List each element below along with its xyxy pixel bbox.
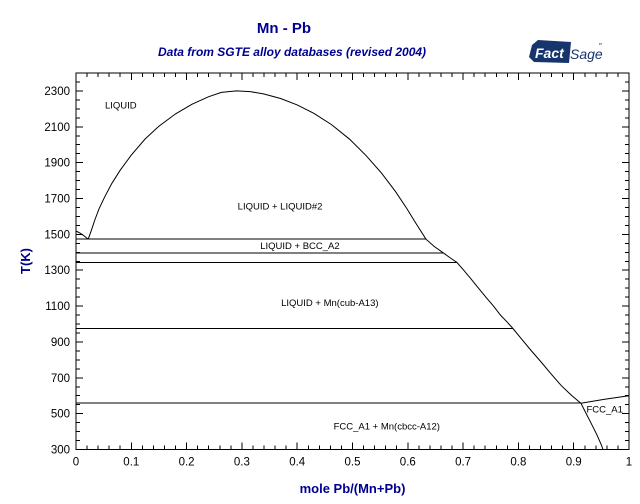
x-tick-label: 0.4 [289,457,306,469]
region-label: FCC_A1 [586,404,622,415]
region-label: LIQUID [105,100,137,111]
region-label: FCC_A1 + Mn(cbcc-A12) [334,422,440,433]
factsage-logo-sage: Sage [570,46,603,62]
factsage-logo-tm: ″ [599,42,602,51]
boundary-pb-liquidus [580,395,630,404]
factsage-logo: Fact Sage ″ [526,39,606,66]
x-tick-label: 0.3 [234,457,250,469]
y-tick-label: 1900 [44,158,70,170]
y-tick-label: 900 [51,337,70,349]
y-tick-label: 700 [51,373,70,385]
x-tick-label: 0.7 [455,457,471,469]
y-tick-label: 300 [51,445,70,457]
x-tick-label: 0.6 [400,457,416,469]
x-tick-label: 0.2 [179,457,195,469]
y-tick-label: 2300 [44,86,70,98]
x-tick-label: 1 [626,457,632,469]
x-tick-label: 0 [73,457,79,469]
x-tick-label: 0.1 [123,457,139,469]
factsage-logo-shape [529,40,571,63]
chart-subtitle: Data from SGTE alloy databases (revised … [157,45,427,59]
factsage-logo-fact: Fact [535,45,565,61]
chart-title: Mn - Pb [256,20,312,37]
region-label: LIQUID + BCC_A2 [260,241,339,252]
region-label: LIQUID + Mn(cub-A13) [281,298,378,309]
y-tick-label: 1300 [44,265,70,277]
y-tick-label: 2100 [44,122,70,134]
y-axis-title: T(K) [18,248,33,274]
y-tick-label: 500 [51,409,70,421]
region-label: LIQUID + LIQUID#2 [238,202,323,213]
y-tick-label: 1100 [45,301,70,313]
boundary-fcc-a1-solvus [580,402,604,450]
y-tick-label: 1700 [44,194,70,206]
x-axis-title: mole Pb/(Mn+Pb) [300,481,406,496]
x-tick-label: 0.8 [510,457,526,469]
x-tick-label: 0.9 [566,457,582,469]
x-tick-label: 0.5 [345,457,361,469]
boundary-mn-liquidus [75,230,89,240]
y-tick-label: 1500 [44,229,70,241]
boundary-miscibility-gap-and-liquidus [87,90,582,404]
plot-frame [75,72,630,450]
